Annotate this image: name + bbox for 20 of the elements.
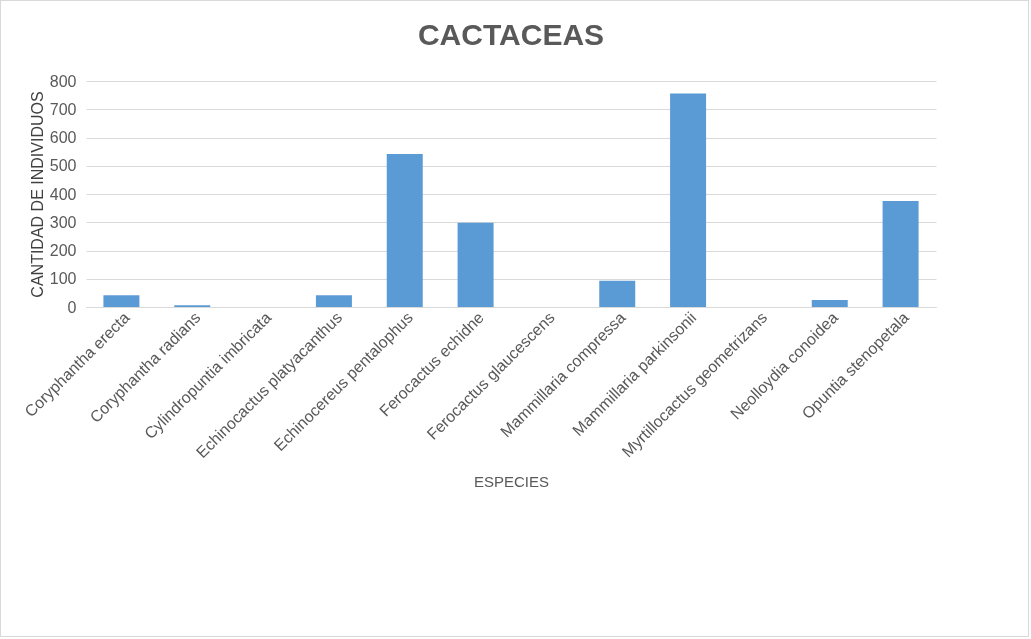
y-tick-label: 500 [49, 157, 77, 175]
y-tick-label: 400 [49, 185, 77, 203]
bar [882, 201, 919, 307]
bar [811, 299, 848, 307]
bar [103, 295, 140, 307]
bar [670, 93, 707, 307]
bar [457, 222, 494, 307]
y-axis-title: CANTIDAD DE INDIVIDUOS [28, 91, 46, 298]
y-tick-label: 0 [67, 298, 77, 316]
y-tick-label: 200 [49, 242, 77, 259]
y-tick-label: 100 [49, 270, 77, 288]
bar [315, 295, 352, 307]
y-tick-label: 300 [49, 213, 77, 231]
y-tick-label: 600 [49, 129, 77, 146]
chart-title: CACTACEAS [417, 18, 605, 51]
y-tick-label: 800 [49, 72, 77, 90]
y-tick-label: 700 [49, 100, 77, 118]
bar [386, 153, 423, 307]
bar [599, 280, 636, 307]
x-axis-title: ESPECIES [473, 473, 550, 491]
